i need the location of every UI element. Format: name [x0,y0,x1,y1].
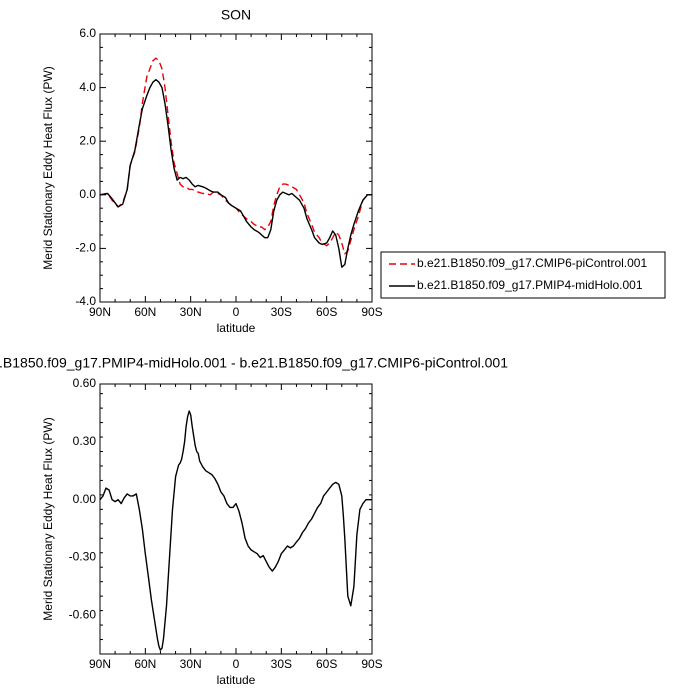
legend: b.e21.B1850.f09_g17.CMIP6-piControl.001b… [380,251,666,299]
y-tick-label: -0.60 [69,608,97,622]
bottom-chart: b.e21.B1850.f09_g17.PMIP4-midHolo.001 - … [0,355,508,687]
series-line-1 [100,78,372,268]
top-chart: SON 90N 60N 30N 0 30S 60S 90S -4.0 -2.0 0.0 2.0 4.0 6… [41,7,666,335]
legend-label: b.e21.B1850.f09_g17.CMIP6-piControl.001 [417,256,647,270]
series-line-0 [100,57,372,255]
y-tick-label: -2.0 [75,241,96,255]
x-tick-label: 0 [233,305,240,319]
x-tick-label: 30S [271,305,292,319]
x-tick-label: 60S [316,305,337,319]
series-line-0 [100,410,372,651]
x-tick-label: 0 [233,657,240,671]
x-tick-label: 90S [361,305,382,319]
x-axis-label: latitude [217,673,256,687]
y-tick-label: 6.0 [79,26,96,40]
plot-frame [99,33,373,303]
y-tick-label: 0.30 [73,434,97,448]
legend-box [380,251,666,299]
legend-label: b.e21.B1850.f09_g17.PMIP4-midHolo.001 [417,278,643,292]
y-tick-label: 0.00 [73,492,97,506]
y-tick-label: 2.0 [79,133,96,147]
x-tick-label: 30S [271,657,292,671]
y-tick-label: 0.60 [73,376,97,390]
x-tick-label: 90N [89,657,111,671]
x-tick-label: 90S [361,657,382,671]
y-tick-label: -4.0 [75,294,96,308]
x-tick-label: 90N [89,305,111,319]
y-axis-label: Merid Stationary Eddy Heat Flux (PW) [41,66,55,269]
x-tick-label: 60N [134,657,156,671]
y-tick-label: 0.0 [79,187,96,201]
chart-title: SON [221,7,251,23]
x-axis-label: latitude [217,321,256,335]
y-tick-label: -0.30 [69,550,97,564]
x-tick-label: 30N [180,657,202,671]
x-tick-label: 60S [316,657,337,671]
chart-title: b.e21.B1850.f09_g17.PMIP4-midHolo.001 - … [0,355,508,371]
y-tick-label: 4.0 [79,80,96,94]
x-tick-label: 60N [134,305,156,319]
y-axis-label: Merid Stationary Eddy Heat Flux (PW) [41,417,55,620]
x-tick-label: 30N [180,305,202,319]
